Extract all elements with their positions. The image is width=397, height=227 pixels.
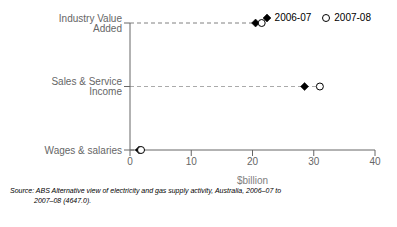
html-text:2007-08: 2007-08 [334, 12, 371, 23]
svg-text:$billion: $billion [237, 175, 268, 186]
svg-text:0: 0 [127, 156, 133, 167]
html-text:Source: ABS Alternative view o: Source: ABS Alternative view of electric… [10, 187, 282, 194]
svg-text:30: 30 [308, 156, 320, 167]
html-text:2006-07: 2006-07 [274, 12, 312, 23]
svg-text:Industry ValueAdded: Industry ValueAdded [59, 13, 123, 34]
svg-text:10: 10 [186, 156, 198, 167]
svg-text:Wages & salaries: Wages & salaries [45, 145, 122, 156]
svg-text:Sales & ServiceIncome: Sales & ServiceIncome [51, 76, 122, 97]
svg-text:20: 20 [247, 156, 259, 167]
html-text:2007–08 (4647.0).: 2007–08 (4647.0). [34, 197, 92, 204]
svg-text:40: 40 [369, 156, 381, 167]
